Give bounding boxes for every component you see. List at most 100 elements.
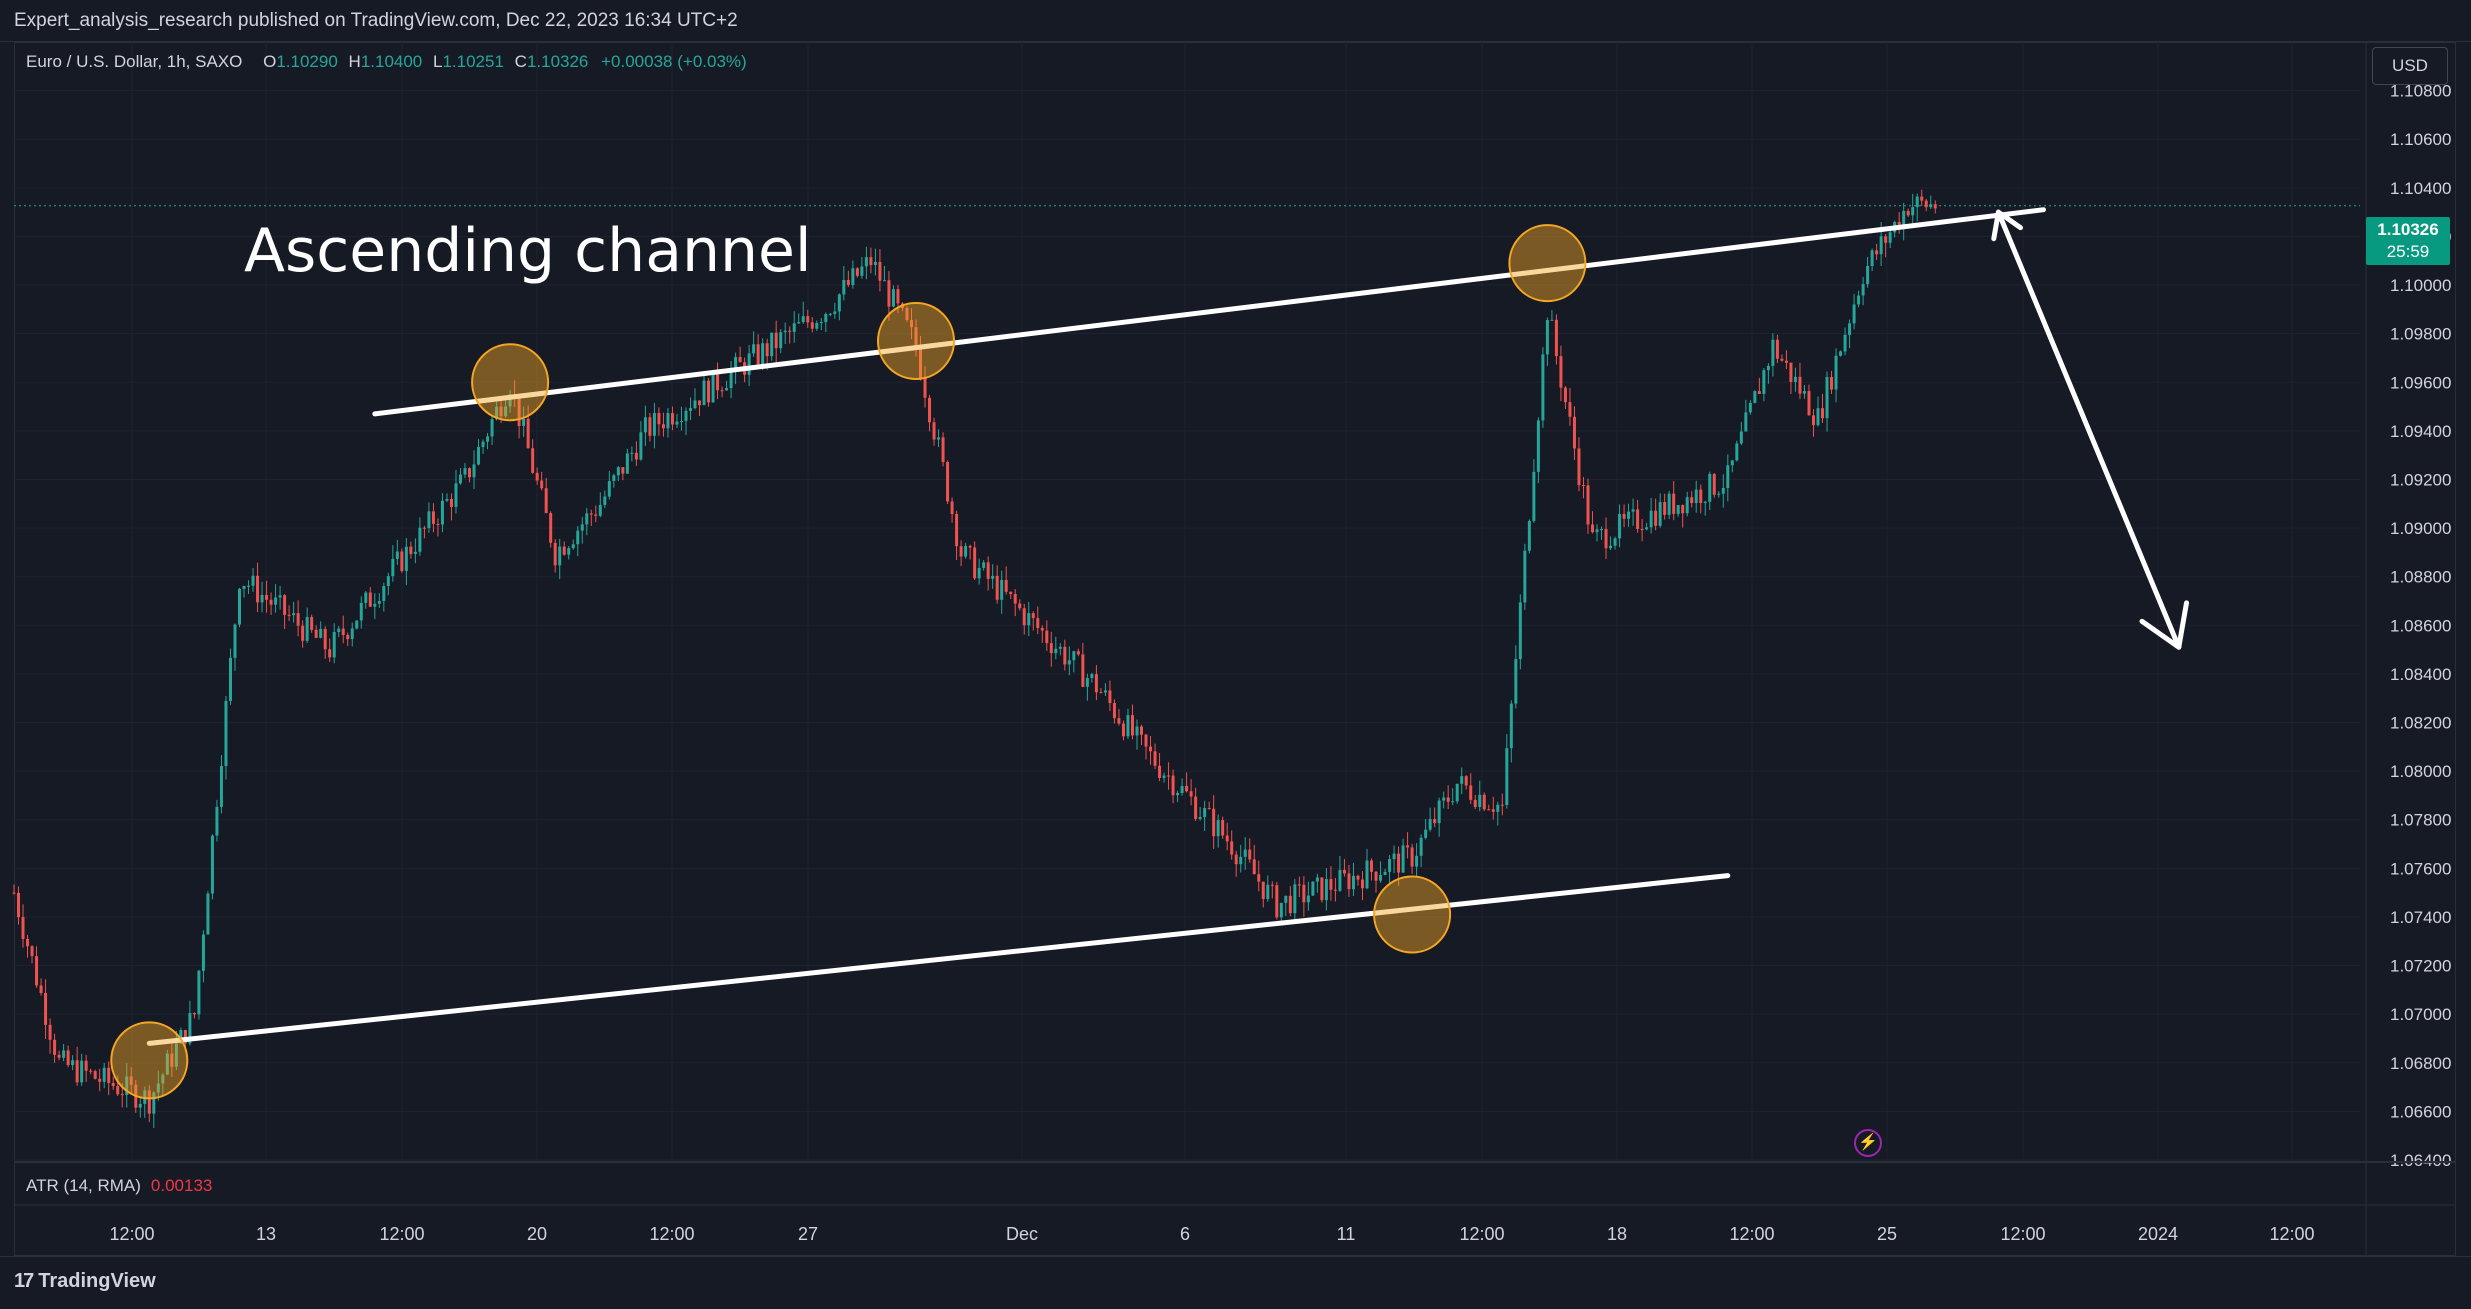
candle-body bbox=[1135, 726, 1139, 736]
candle-body bbox=[1676, 505, 1680, 514]
candle-body bbox=[630, 452, 634, 454]
candle-body bbox=[359, 602, 363, 621]
candle-body bbox=[1568, 402, 1572, 417]
published-header: Expert_analysis_research published on Tr… bbox=[0, 0, 2471, 42]
candle-body bbox=[1293, 884, 1297, 914]
candle-body bbox=[1784, 360, 1788, 363]
candle-body bbox=[341, 628, 345, 636]
candle-body bbox=[747, 353, 751, 375]
candle-body bbox=[1058, 646, 1062, 649]
close-value: 1.10326 bbox=[526, 52, 589, 71]
candle-body bbox=[517, 394, 521, 426]
channel-annotation-text[interactable]: Ascending channel bbox=[244, 216, 812, 286]
candle-body bbox=[684, 410, 688, 422]
candle-body bbox=[1045, 630, 1049, 644]
candle-body bbox=[1221, 820, 1225, 836]
candle-body bbox=[1347, 873, 1351, 890]
candle-body bbox=[1933, 204, 1937, 209]
candle-body bbox=[481, 441, 485, 447]
candle-body bbox=[1618, 513, 1622, 539]
candle-body bbox=[274, 597, 278, 605]
candle-body bbox=[553, 542, 557, 566]
candle-body bbox=[837, 294, 841, 312]
candle-body bbox=[576, 530, 580, 545]
bar-countdown: 25:59 bbox=[2386, 242, 2430, 261]
y-tick-label: 1.10000 bbox=[2390, 276, 2451, 295]
candle-body bbox=[1604, 529, 1608, 549]
candle-body bbox=[1121, 723, 1125, 737]
candle-body bbox=[368, 592, 372, 607]
candle-body bbox=[1591, 524, 1594, 533]
candle-body bbox=[1748, 402, 1752, 413]
candle-body bbox=[855, 268, 859, 276]
candle-body bbox=[1270, 884, 1274, 886]
y-tick-label: 1.07000 bbox=[2390, 1005, 2451, 1024]
candle-body bbox=[1545, 320, 1549, 355]
candle-body bbox=[265, 594, 269, 600]
candle-body bbox=[1924, 200, 1928, 208]
candle-body bbox=[1415, 855, 1419, 867]
atr-indicator-label[interactable]: ATR (14, RMA) 0.00133 bbox=[26, 1176, 212, 1196]
candle-body bbox=[689, 408, 692, 411]
candle-body bbox=[1780, 358, 1784, 361]
candle-body bbox=[1085, 678, 1089, 687]
candle-body bbox=[111, 1082, 115, 1087]
candle-body bbox=[418, 527, 422, 552]
candle-body bbox=[828, 313, 832, 315]
candle-body bbox=[1397, 853, 1401, 873]
candle-body bbox=[923, 378, 927, 398]
candle-body bbox=[1491, 809, 1495, 812]
candle-body bbox=[165, 1053, 169, 1075]
projection-arrow-tail bbox=[1991, 209, 2001, 242]
candle-body bbox=[1622, 513, 1626, 519]
candle-body bbox=[621, 467, 625, 474]
candle-body bbox=[1830, 377, 1834, 390]
candle-body bbox=[1302, 884, 1306, 903]
candle-body bbox=[928, 397, 932, 423]
candle-body bbox=[1455, 783, 1459, 802]
candle-body bbox=[891, 289, 895, 307]
candle-body bbox=[1027, 613, 1031, 626]
candle-body bbox=[1884, 236, 1888, 243]
symbol-label[interactable]: Euro / U.S. Dollar, 1h, SAXO bbox=[26, 52, 243, 71]
candle-body bbox=[1103, 690, 1107, 693]
candle-body bbox=[26, 938, 30, 947]
x-tick-label: 20 bbox=[527, 1224, 547, 1244]
candle-body bbox=[625, 453, 629, 474]
candle-body bbox=[1379, 875, 1383, 881]
candle-body bbox=[1631, 509, 1635, 512]
candle-body bbox=[824, 314, 828, 323]
candle-body bbox=[1789, 362, 1793, 382]
pivot-circle bbox=[471, 343, 550, 422]
projection-arrow-tail bbox=[1995, 209, 2023, 231]
candle-body bbox=[1532, 471, 1536, 522]
candle-body bbox=[549, 513, 553, 543]
pivot-circle bbox=[1373, 875, 1452, 954]
candle-body bbox=[738, 357, 742, 363]
low-value: 1.10251 bbox=[442, 52, 504, 71]
candle-body bbox=[1581, 485, 1585, 487]
candle-body bbox=[1424, 829, 1428, 838]
lightning-bolt-icon[interactable]: ⚡ bbox=[1854, 1129, 1882, 1157]
candle-body bbox=[1009, 591, 1013, 594]
candle-body bbox=[531, 448, 535, 473]
candle-body bbox=[580, 524, 584, 531]
candle-body bbox=[44, 992, 48, 1025]
candle-body bbox=[1000, 579, 1004, 600]
candle-body bbox=[413, 551, 417, 555]
y-tick-label: 1.07400 bbox=[2390, 908, 2451, 927]
candle-body bbox=[161, 1074, 165, 1084]
currency-button[interactable]: USD bbox=[2372, 47, 2448, 85]
candle-body bbox=[1108, 690, 1112, 704]
candle-body bbox=[1518, 602, 1522, 660]
candle-body bbox=[328, 649, 332, 658]
tradingview-logo[interactable]: 17 TradingView bbox=[14, 1270, 156, 1293]
candle-body bbox=[873, 261, 877, 265]
candle-body bbox=[634, 452, 638, 460]
candle-body bbox=[986, 562, 990, 579]
x-tick-label: Dec bbox=[1006, 1224, 1038, 1244]
candle-body bbox=[1888, 232, 1892, 243]
candle-body bbox=[1911, 207, 1915, 216]
candle-body bbox=[1807, 391, 1811, 416]
